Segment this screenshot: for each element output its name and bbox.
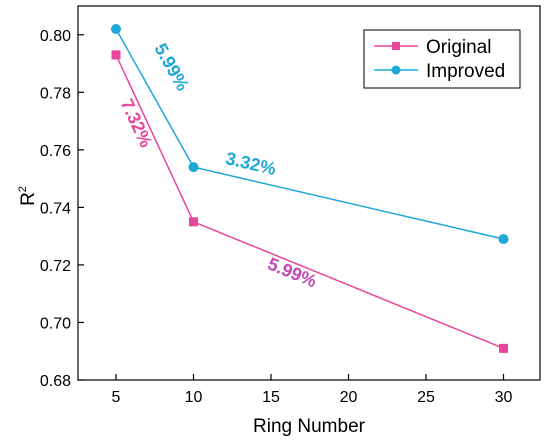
y-axis-title-base: R bbox=[18, 192, 39, 206]
y-axis-title-sup: 2 bbox=[17, 186, 29, 192]
y-tick-label: 0.78 bbox=[40, 85, 71, 102]
annotation-label: 7.32% bbox=[117, 96, 157, 151]
y-tick-label: 0.68 bbox=[40, 373, 71, 390]
legend-marker-circle bbox=[391, 65, 401, 75]
y-tick-label: 0.70 bbox=[40, 315, 71, 332]
y-tick-label: 0.72 bbox=[40, 258, 71, 275]
plot-frame bbox=[77, 5, 541, 381]
data-point-improved bbox=[188, 162, 199, 173]
data-point-original bbox=[111, 50, 121, 60]
x-tick-label: 30 bbox=[495, 389, 513, 406]
x-tick-label: 15 bbox=[262, 389, 280, 406]
legend-marker-square bbox=[392, 42, 400, 50]
y-axis-title: R2 bbox=[17, 186, 39, 206]
y-tick-label: 0.74 bbox=[40, 200, 71, 217]
y-tick-label: 0.80 bbox=[40, 28, 71, 45]
y-tick-label: 0.76 bbox=[40, 143, 71, 160]
data-point-improved bbox=[498, 234, 509, 245]
data-point-original bbox=[189, 217, 198, 227]
series-layer bbox=[111, 24, 509, 353]
legend-box bbox=[363, 29, 521, 89]
x-tick-label: 5 bbox=[112, 389, 121, 406]
annotation-label: 5.99% bbox=[265, 254, 320, 292]
legend-label-original: Original bbox=[426, 37, 491, 58]
x-tick-label: 25 bbox=[417, 389, 435, 406]
x-tick-label: 20 bbox=[340, 389, 358, 406]
legend: Original Improved bbox=[363, 29, 521, 89]
svg-text:R2: R2 bbox=[17, 186, 39, 206]
x-axis-title: Ring Number bbox=[253, 416, 366, 437]
series-line-original bbox=[115, 54, 504, 350]
annotation-label: 5.99% bbox=[150, 40, 192, 94]
data-point-improved bbox=[111, 24, 121, 35]
legend-label-improved: Improved bbox=[426, 61, 505, 82]
y-axis: 0.68 0.70 0.72 0.74 0.76 0.78 0.80 bbox=[40, 28, 84, 390]
annotations: 7.32%5.99%3.32%5.99% bbox=[117, 40, 320, 292]
x-tick-label: 10 bbox=[185, 389, 203, 406]
data-point-original bbox=[499, 343, 508, 353]
annotation-label: 3.32% bbox=[224, 148, 278, 179]
x-axis: 5 10 15 20 25 30 bbox=[112, 374, 513, 406]
